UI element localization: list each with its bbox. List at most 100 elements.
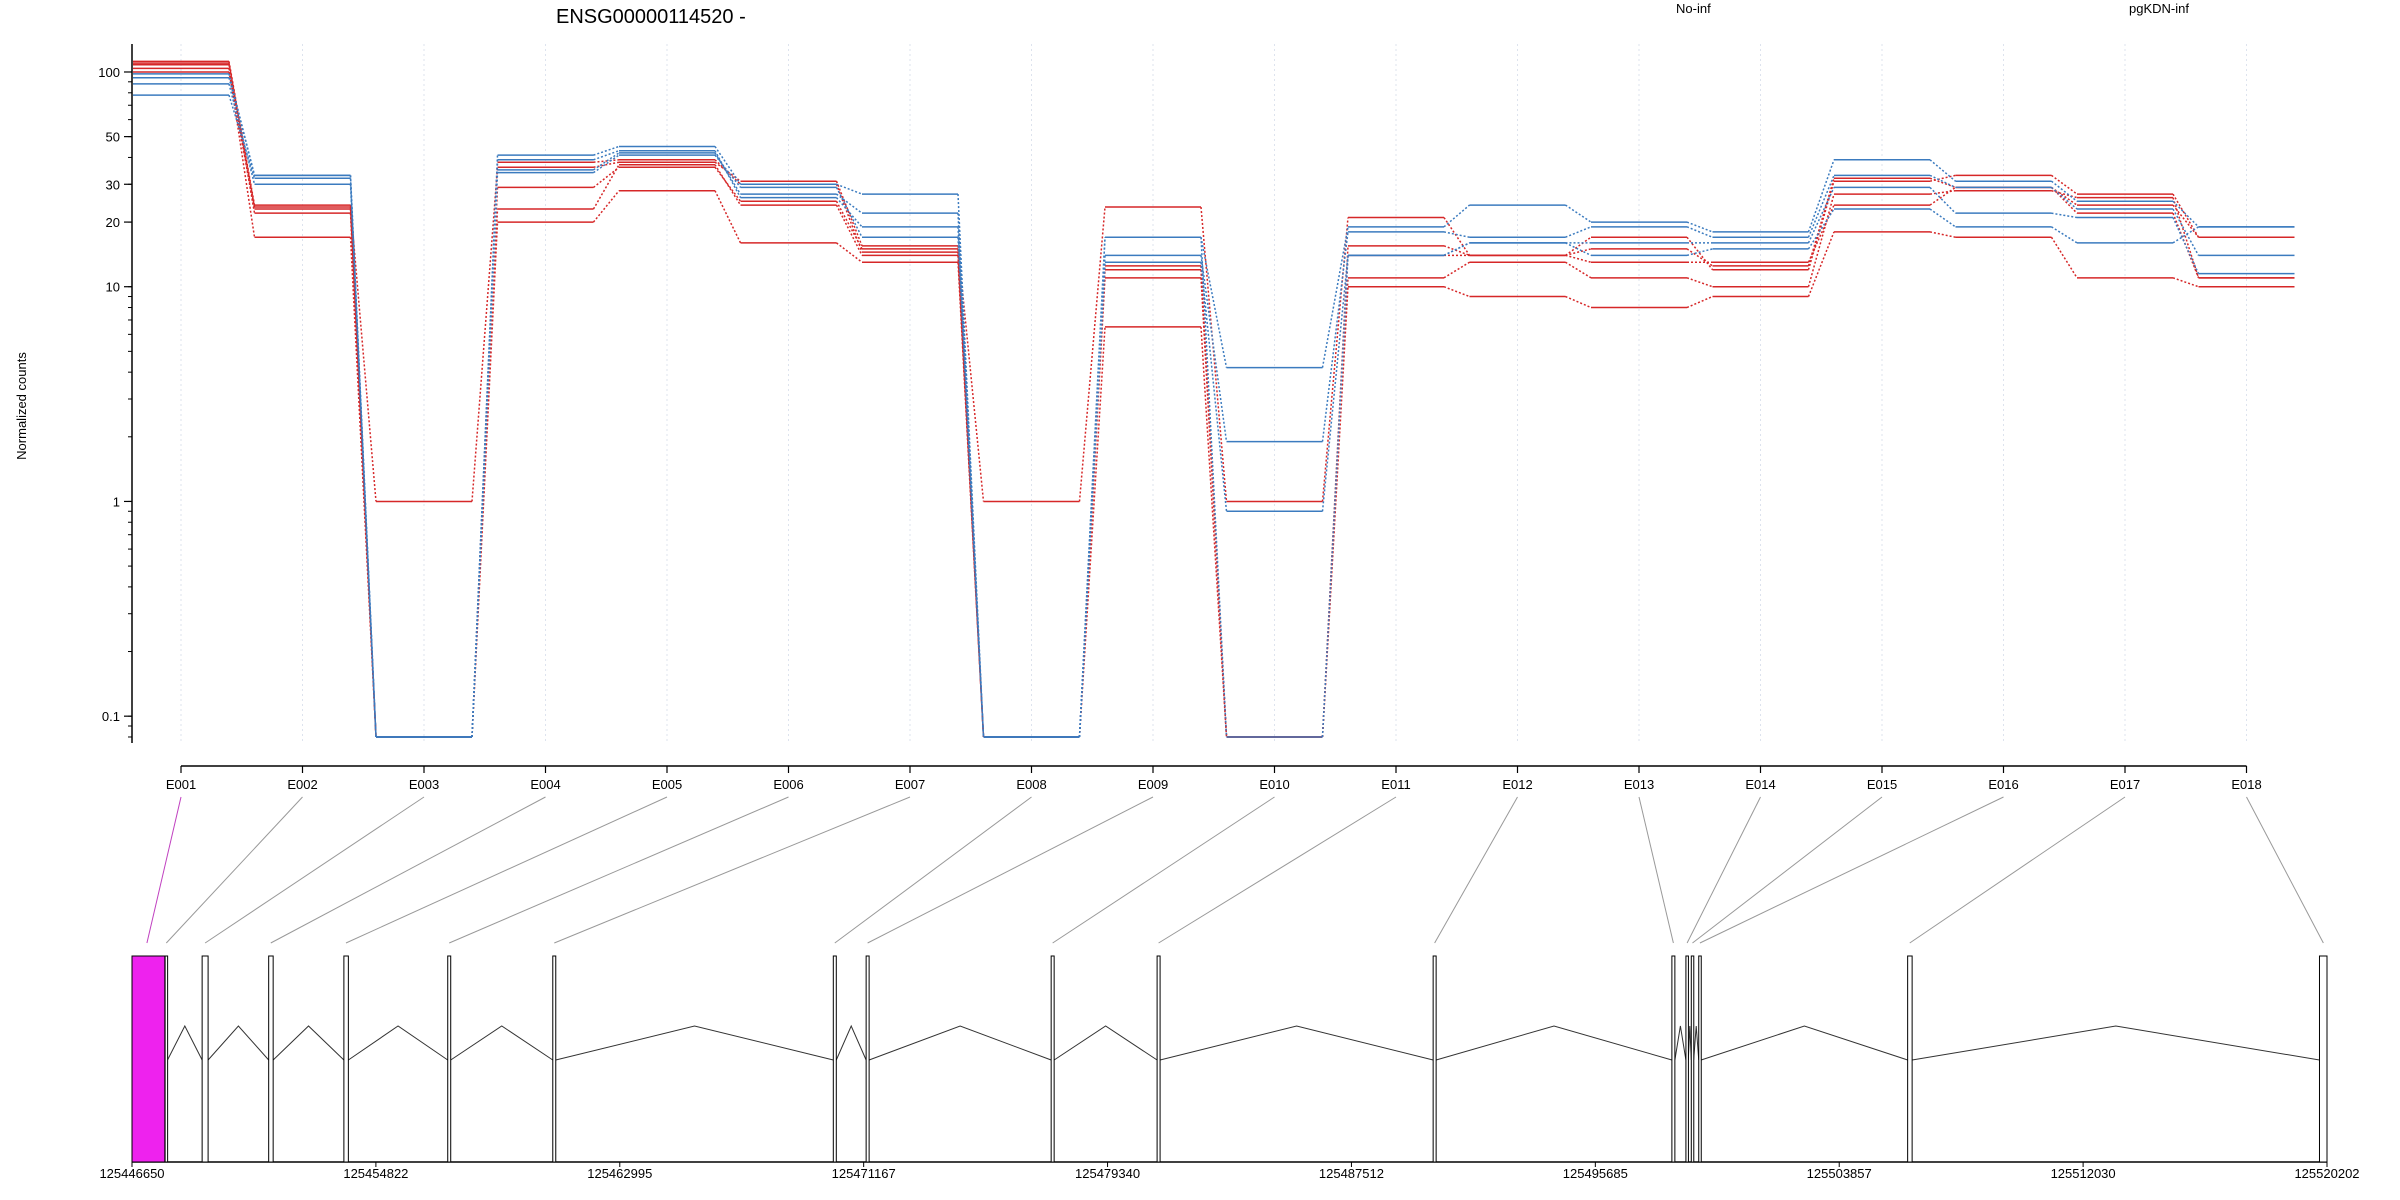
gene-model: 125446650 125454822 125462995 125471167 1254… [99, 955, 2360, 1181]
series-transition [1443, 261, 1470, 279]
series-pgkdn-inf-5 [133, 73, 2295, 738]
series-transition [1686, 277, 1713, 288]
series-transition [2172, 204, 2200, 238]
series-transition [1321, 255, 1349, 738]
exon-box-e008 [832, 955, 837, 1163]
series-transition [1807, 178, 1835, 267]
x-tick-label: E001 [166, 777, 196, 792]
series-transition [1565, 295, 1592, 309]
exon-box-e004 [268, 955, 274, 1163]
series-transition [1200, 255, 1228, 442]
series-transition [1565, 226, 1592, 238]
series-transition [592, 190, 620, 223]
gene-coord-label: 125446650 [99, 1166, 164, 1181]
series-transition [1443, 242, 1470, 257]
series-transition [1686, 248, 1713, 267]
y-axis-label: Normalized counts [14, 352, 29, 460]
x-tick-label: E006 [773, 777, 803, 792]
exon-box-e014 [1685, 955, 1689, 1163]
intron-line [1912, 1025, 2320, 1061]
y-tick-label: 100 [98, 65, 120, 80]
plot-series [133, 60, 2295, 738]
series-transition [593, 159, 620, 163]
legend-label-pgkdn-inf: pgKDN-inf [2129, 1, 2189, 16]
exon-box-e006 [447, 955, 452, 1163]
series-transition [1078, 206, 1106, 502]
connector-e016 [1699, 796, 2004, 944]
series-transition [592, 164, 620, 210]
x-tick-label: E018 [2231, 777, 2261, 792]
series-transition [228, 94, 256, 179]
x-tick-label: E015 [1867, 777, 1897, 792]
series-transition [1686, 236, 1714, 271]
series-transition [349, 178, 377, 738]
x-tick-label: E003 [409, 777, 439, 792]
y-tick-label: 0.1 [102, 709, 120, 724]
series-transition [1929, 159, 1956, 182]
x-tick-label: E011 [1381, 777, 1410, 792]
series-transition [1686, 226, 1713, 238]
legend-label-no-inf: No-inf [1676, 1, 1711, 16]
x-tick-label: E008 [1016, 777, 1046, 792]
series-transition [1200, 206, 1228, 502]
intron-line [272, 1025, 345, 1061]
series-transition [1321, 217, 1349, 502]
series-transition [714, 190, 742, 244]
series-transition [2172, 200, 2200, 228]
series-no-inf-2 [133, 67, 2295, 738]
connector-e007 [554, 796, 911, 944]
x-tick-label: E007 [895, 777, 925, 792]
series-transition [593, 149, 620, 161]
series-transition [1565, 204, 1592, 223]
series-transition [714, 154, 742, 188]
series-transition [1929, 208, 1956, 228]
y-tick-label: 50 [106, 130, 120, 145]
series-transition [1686, 221, 1713, 233]
series-transition [471, 155, 499, 738]
series-transition [228, 83, 256, 185]
series-no-inf-3 [133, 71, 2295, 738]
series-transition [1200, 262, 1228, 512]
x-tick-label: E009 [1138, 777, 1168, 792]
series-transition [714, 161, 741, 182]
series-transition [957, 237, 985, 738]
connector-e018 [2246, 796, 2324, 944]
intron-line [207, 1025, 270, 1061]
x-tick-label: E010 [1259, 777, 1289, 792]
series-transition [1565, 248, 1592, 257]
x-tick-label: E014 [1745, 777, 1775, 792]
series-transition [835, 187, 863, 238]
series-transition [2172, 277, 2199, 288]
series-transition [836, 183, 863, 195]
series-transition [1929, 186, 1956, 206]
exon-box-e015 [1690, 955, 1695, 1163]
x-tick-label: E012 [1502, 777, 1532, 792]
gene-coord-label: 125454822 [343, 1166, 408, 1181]
gene-coord-label: 125462995 [587, 1166, 652, 1181]
series-transition [1807, 175, 1835, 238]
intron-line [868, 1025, 1052, 1061]
series-transition [1565, 254, 1592, 263]
connector-e010 [1052, 796, 1275, 944]
connector-e013 [1638, 796, 1674, 944]
series-transition [2051, 174, 2078, 195]
intron-line [1700, 1025, 1908, 1061]
series-transition [2172, 212, 2200, 279]
intron-line [167, 1024, 203, 1061]
intron-line [450, 1025, 554, 1061]
series-transition [2050, 236, 2078, 279]
connector-e004 [270, 796, 546, 944]
intron-line [348, 1025, 449, 1061]
series-transition [1929, 177, 1956, 189]
exon-connectors [146, 796, 2324, 944]
series-transition [714, 150, 742, 198]
connector-e014 [1686, 796, 1761, 944]
series-transition [957, 226, 985, 738]
intron-line [555, 1025, 834, 1061]
connector-e012 [1434, 796, 1518, 944]
series-transition [1929, 189, 1956, 195]
connector-e005 [345, 796, 668, 944]
series-transition [1443, 286, 1470, 298]
gene-coord-label: 125520202 [2294, 1166, 2359, 1181]
